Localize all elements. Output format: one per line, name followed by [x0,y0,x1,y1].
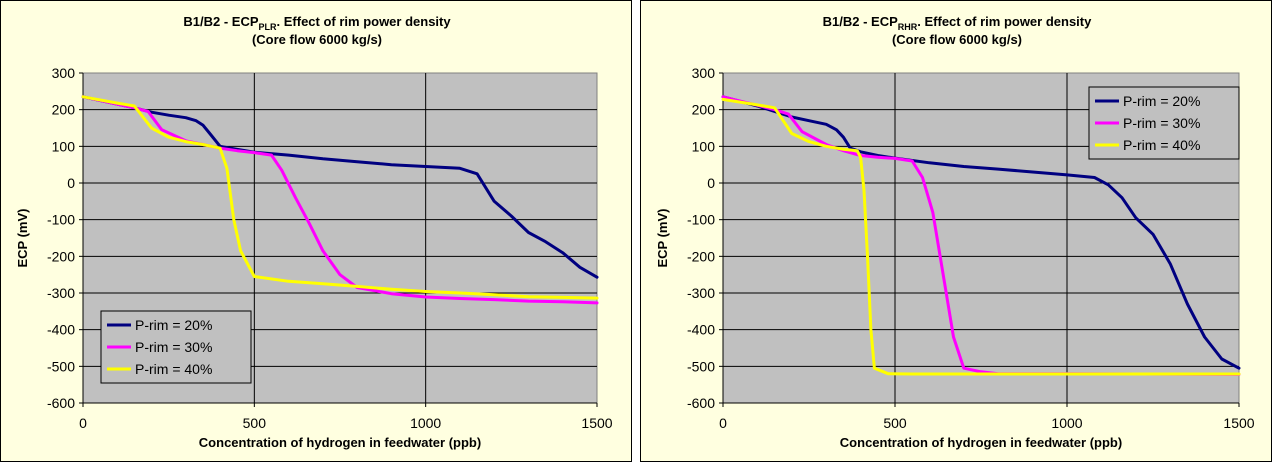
legend-label-3: P-rim = 40% [135,361,212,377]
x-tick-label: 500 [243,415,267,431]
series-line-3 [721,97,1241,376]
y-tick-label: 200 [692,102,716,118]
chart-svg-left: B1/B2 - ECPPLR. Effect of rim power dens… [15,14,613,450]
x-tick-label: 0 [719,415,727,431]
y-tick-label: -400 [47,322,75,338]
chart-title: B1/B2 - ECPPLR. Effect of rim power dens… [183,14,451,32]
y-tick-label: 100 [52,138,76,154]
chart-panel-right: B1/B2 - ECPRHR. Effect of rim power dens… [640,0,1272,462]
x-axis-title: Concentration of hydrogen in feedwater (… [199,435,481,450]
y-tick-label: -200 [687,248,715,264]
legend-label-2: P-rim = 30% [1123,115,1200,131]
y-tick-label: -600 [47,395,75,411]
x-tick-label: 0 [79,415,87,431]
y-tick-label: 0 [707,175,715,191]
y-tick-label: -500 [47,358,75,374]
series-line-1 [721,95,1241,370]
legend-label-1: P-rim = 20% [135,317,212,333]
x-tick-label: 500 [883,415,907,431]
series-line-3 [81,95,599,300]
y-tick-label: -300 [687,285,715,301]
chart-panel-left: B1/B2 - ECPPLR. Effect of rim power dens… [0,0,632,462]
x-tick-label: 1500 [1223,415,1254,431]
chart-subtitle: (Core flow 6000 kg/s) [892,32,1022,47]
x-tick-label: 1500 [581,415,612,431]
y-tick-label: -300 [47,285,75,301]
chart-subtitle: (Core flow 6000 kg/s) [252,32,382,47]
y-tick-label: 100 [692,138,716,154]
legend-label-1: P-rim = 20% [1123,93,1200,109]
y-tick-label: -200 [47,248,75,264]
x-tick-label: 1000 [410,415,441,431]
y-axis-title: ECP (mV) [15,209,30,268]
x-axis-title: Concentration of hydrogen in feedwater (… [840,435,1122,450]
y-tick-label: 200 [52,102,76,118]
legend-label-2: P-rim = 30% [135,339,212,355]
chart-title: B1/B2 - ECPRHR. Effect of rim power dens… [823,14,1092,32]
y-tick-label: -400 [687,322,715,338]
y-tick-label: -500 [687,358,715,374]
y-axis-title: ECP (mV) [655,209,670,268]
chart-svg-right: B1/B2 - ECPRHR. Effect of rim power dens… [655,14,1255,450]
legend-label-3: P-rim = 40% [1123,137,1200,153]
series-line-1 [81,95,599,279]
series-line-2 [81,95,599,305]
y-tick-label: 0 [67,175,75,191]
y-tick-label: -100 [47,212,75,228]
y-tick-label: 300 [692,65,716,81]
x-tick-label: 1000 [1051,415,1082,431]
y-tick-label: -600 [687,395,715,411]
y-tick-label: 300 [52,65,76,81]
y-tick-label: -100 [687,212,715,228]
